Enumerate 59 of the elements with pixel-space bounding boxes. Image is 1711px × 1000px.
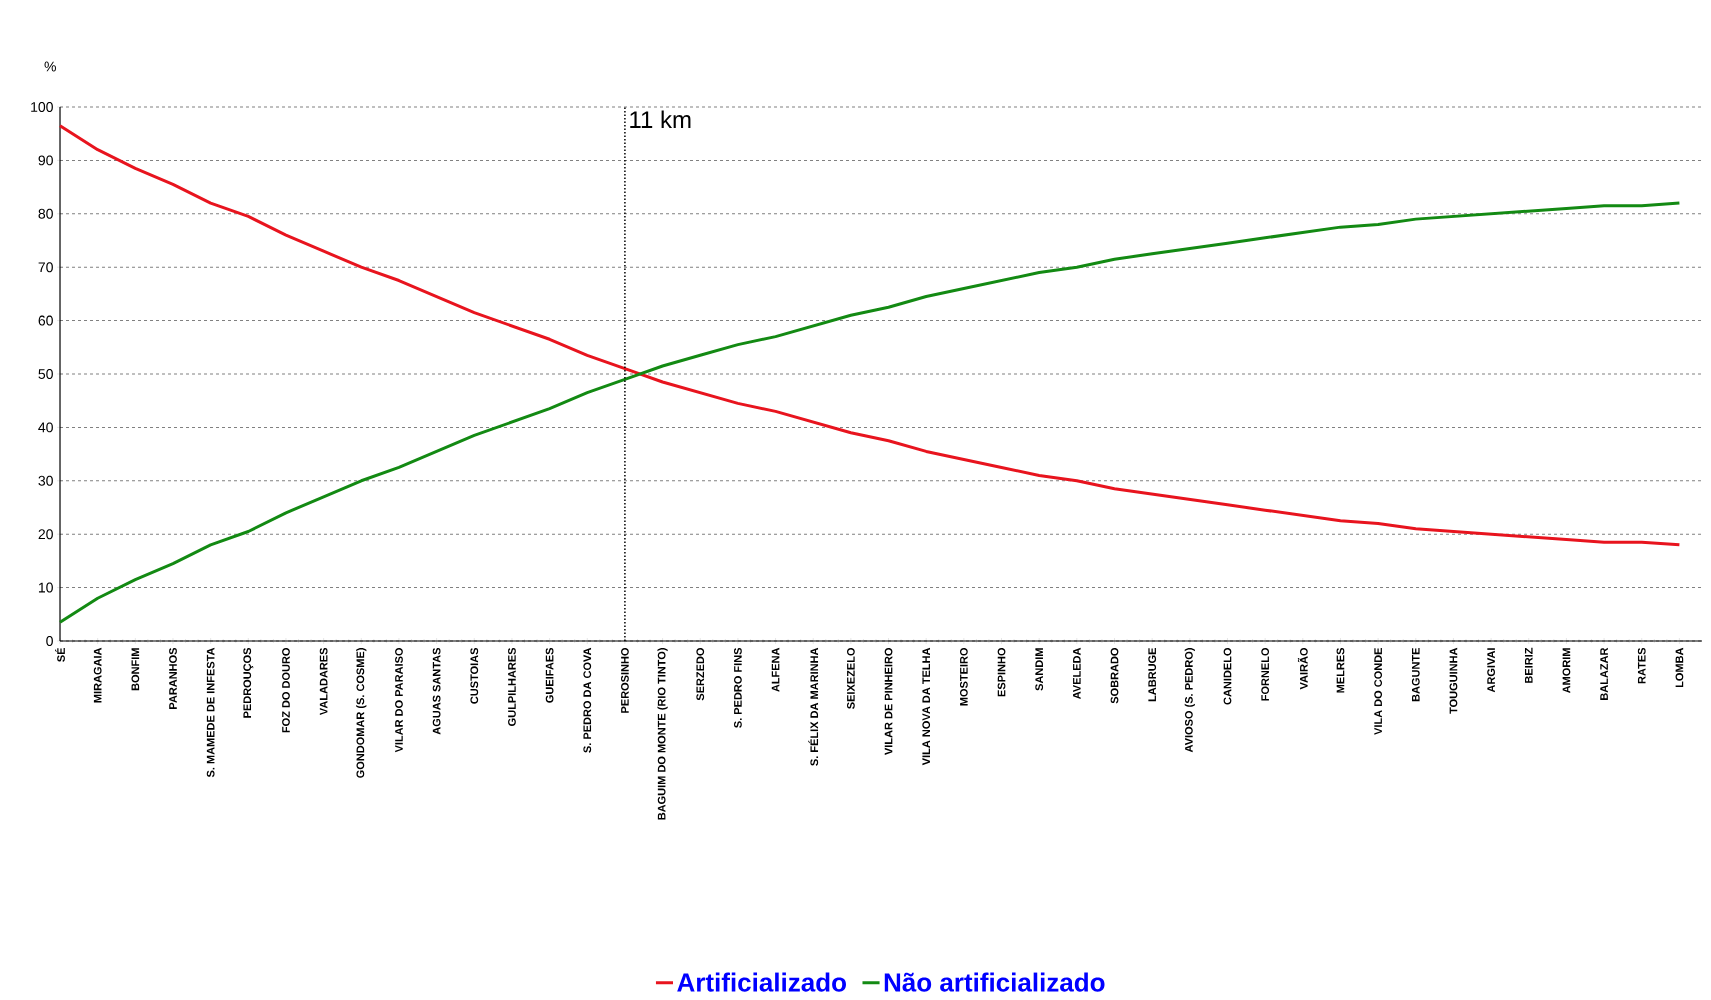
- y-tick-label: 20: [38, 529, 53, 540]
- x-tick-label: VILAR DE PINHEIRO: [884, 648, 893, 756]
- y-tick-label: 80: [38, 208, 53, 219]
- x-tick-label: PARANHOS: [169, 647, 177, 709]
- x-tick-label: MELRES: [1336, 647, 1345, 693]
- x-tick-label: SANDIM: [1035, 648, 1044, 691]
- legend-label: Artificializado: [677, 972, 846, 992]
- x-tick-label: PEROSINHO: [621, 647, 629, 713]
- y-axis-title: %: [44, 61, 56, 72]
- x-tick-label: GUEIFAES: [545, 647, 554, 703]
- x-tick-label: ESPINHO: [997, 647, 1006, 697]
- x-tick-label: CANIDELO: [1223, 647, 1232, 705]
- x-tick-label: FORNELO: [1261, 647, 1270, 701]
- y-tick-label: 70: [38, 262, 53, 273]
- x-tick-label: TOUGUINHA: [1449, 647, 1458, 714]
- x-tick-label: VALADARES: [319, 647, 328, 716]
- x-tick-label: GULPILHARES: [508, 647, 516, 726]
- x-tick-label: BALAZAR: [1600, 647, 1608, 700]
- x-tick-label: LOMBA: [1675, 647, 1684, 688]
- y-tick-label: 50: [38, 369, 53, 379]
- x-tick-label: SOBRADO: [1110, 647, 1119, 704]
- x-tick-label: SERZEDO: [696, 647, 705, 701]
- y-tick-label: 100: [31, 102, 53, 112]
- x-tick-label: SÉ: [55, 647, 65, 662]
- x-tick-label: S. PEDRO FINS: [734, 647, 742, 728]
- x-tick-label: LABRUGE: [1148, 647, 1157, 702]
- y-tick-label: 10: [38, 582, 53, 593]
- x-tick-label: BEIRIZ: [1524, 647, 1533, 683]
- x-tick-label: AMORIM: [1562, 648, 1571, 694]
- x-tick-label: SEIXEZELO: [846, 647, 855, 709]
- y-tick-label: 60: [38, 315, 53, 326]
- ref-line-label: 11 km: [630, 110, 691, 128]
- x-tick-label: MIRAGAIA: [93, 647, 102, 703]
- x-tick-label: S. PEDRO DA COVA: [583, 647, 592, 753]
- x-tick-label: BONFIM: [131, 648, 140, 691]
- x-tick-label: VILAR DO PARAISO: [395, 647, 403, 753]
- x-tick-label: GONDOMAR (S. COSME): [356, 648, 367, 778]
- y-tick-label: 0: [46, 636, 53, 646]
- x-tick-label: PEDROUÇOS: [243, 647, 254, 718]
- x-tick-label: ARGIVAI: [1487, 648, 1495, 693]
- x-tick-label: ALFENA: [771, 647, 780, 692]
- x-tick-label: BAGUNTE: [1411, 647, 1420, 702]
- x-tick-label: FOZ DO DOURO: [282, 647, 290, 733]
- legend-label: Não artificializado: [884, 972, 1105, 992]
- x-tick-label: S. FÉLIX DA MARINHA: [808, 647, 819, 766]
- x-tick-label: MOSTEIRO: [959, 647, 968, 706]
- x-tick-label: BAGUIM DO MONTE (RIO TINTO): [657, 648, 668, 820]
- x-tick-label: RATES: [1637, 647, 1646, 684]
- y-tick-label: 30: [38, 475, 53, 486]
- x-tick-label: CUSTOIAS: [470, 647, 479, 704]
- x-tick-label: AVELEDA: [1073, 647, 1081, 699]
- x-tick-label: AVIOSO (S. PEDRO): [1184, 648, 1195, 753]
- x-tick-label: S. MAMEDE DE INFESTA: [206, 647, 215, 778]
- x-tick-label: VILA NOVA DA TELHA: [922, 647, 931, 766]
- y-tick-label: 40: [38, 422, 53, 433]
- x-tick-label: VILA DO CONDE: [1374, 647, 1383, 735]
- x-tick-label: VAIRÃO: [1297, 647, 1308, 690]
- y-tick-label: 90: [38, 155, 53, 166]
- x-tick-label: AGUAS SANTAS: [432, 647, 441, 735]
